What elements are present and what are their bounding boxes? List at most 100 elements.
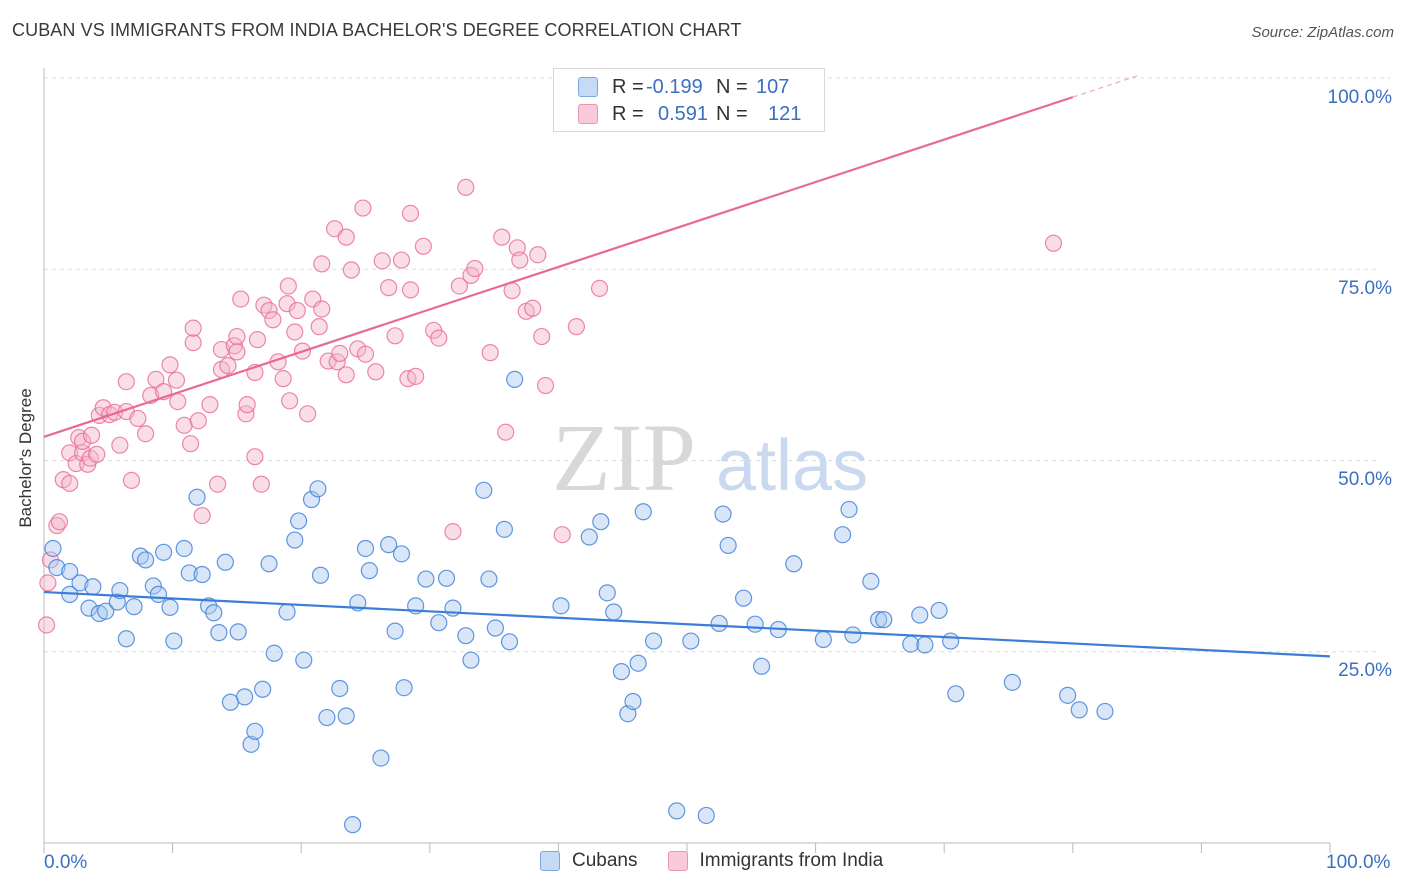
cuban-point <box>612 663 631 681</box>
cuban-point <box>714 505 732 523</box>
cuban-point <box>634 503 652 521</box>
legend-swatch-pink <box>578 104 598 124</box>
cuban-point <box>875 611 893 629</box>
cuban-point <box>500 633 519 651</box>
correlation-legend: R = -0.199 N = 107 R = 0.591 N = 121 <box>553 68 825 132</box>
cuban-point <box>311 566 330 584</box>
india-point <box>392 251 411 269</box>
india-point <box>313 255 331 273</box>
india-point <box>553 526 571 544</box>
legend-n-value: 107 <box>756 75 790 98</box>
cuban-point <box>295 651 313 669</box>
cuban-point <box>175 539 193 558</box>
india-point <box>88 445 106 463</box>
india-point <box>497 423 515 441</box>
india-point <box>299 405 317 423</box>
india-point <box>310 318 328 336</box>
india-point <box>342 261 360 279</box>
series-legend: Cubans Immigrants from India <box>540 850 913 872</box>
india-point <box>147 370 165 389</box>
india-point <box>337 228 355 246</box>
cuban-point <box>506 370 524 389</box>
cuban-point <box>746 615 764 633</box>
india-point <box>356 345 375 363</box>
x-tick-label-max: 100.0% <box>1326 852 1391 873</box>
india-point <box>536 376 555 395</box>
watermark: ZIP atlas <box>552 404 868 511</box>
india-point <box>444 523 462 541</box>
cuban-point <box>870 611 888 629</box>
cuban-point <box>862 572 880 590</box>
cuban-point <box>286 531 304 549</box>
india-point <box>228 327 246 346</box>
cuban-point <box>242 735 260 753</box>
india-point <box>201 396 219 414</box>
cuban-point <box>752 657 771 675</box>
cuban-point <box>624 692 642 711</box>
cuban-point <box>254 680 272 698</box>
series-india-points <box>37 178 1063 634</box>
india-point <box>278 295 296 313</box>
cuban-point <box>834 526 852 544</box>
cuban-point <box>734 589 753 607</box>
cuban-point <box>930 601 948 620</box>
cuban-point <box>682 632 700 650</box>
series-cuban-points <box>44 370 1114 834</box>
india-point <box>232 290 250 308</box>
cuban-point <box>71 574 89 592</box>
cuban-point <box>360 562 378 580</box>
india-point <box>260 301 278 320</box>
cuban-point <box>380 536 398 554</box>
india-point <box>50 513 69 531</box>
cuban-point <box>331 679 349 698</box>
cuban-point <box>372 749 390 767</box>
cuban-point <box>480 570 498 588</box>
india-point <box>82 426 101 444</box>
cuban-point <box>668 802 686 820</box>
legend-row-india: R = 0.591 N = 121 <box>578 101 801 127</box>
cuban-point <box>229 623 247 641</box>
cuban-point <box>486 619 504 637</box>
cuban-point <box>278 603 296 621</box>
legend-label-india: Immigrants from India <box>699 850 884 871</box>
cuban-point <box>309 480 327 498</box>
india-point <box>386 327 404 345</box>
india-point <box>313 300 331 318</box>
india-point <box>354 199 372 217</box>
india-point <box>136 425 155 443</box>
india-point <box>209 475 227 493</box>
cuban-point <box>462 651 480 669</box>
india-point <box>169 392 187 411</box>
cuban-point <box>97 602 115 620</box>
cuban-point <box>386 622 404 640</box>
legend-swatch-blue <box>540 851 560 871</box>
cuban-point <box>84 578 102 596</box>
india-point <box>117 373 135 391</box>
india-point <box>331 344 349 362</box>
cuban-point <box>117 630 135 648</box>
cuban-point <box>1096 702 1114 721</box>
india-point <box>219 357 237 375</box>
india-point <box>414 237 432 255</box>
india-point <box>248 331 267 349</box>
india-point <box>533 327 551 346</box>
india-point <box>228 343 246 361</box>
legend-r-label: R = <box>612 75 644 98</box>
india-point <box>367 363 385 381</box>
chart-title: CUBAN VS IMMIGRANTS FROM INDIA BACHELOR'… <box>12 20 742 40</box>
india-point <box>430 329 448 347</box>
cuban-point <box>1059 686 1077 704</box>
y-tick-label-75: 75.0% <box>1338 278 1392 299</box>
cuban-point <box>161 598 179 616</box>
india-point <box>161 356 179 374</box>
cuban-point <box>697 806 715 825</box>
india-point <box>373 252 391 270</box>
cuban-point <box>344 816 362 834</box>
cuban-point <box>302 490 321 509</box>
india-point <box>493 228 511 246</box>
cuban-point <box>111 581 129 600</box>
india-point <box>252 475 270 493</box>
cuban-point <box>629 654 647 672</box>
cuban-point <box>44 539 62 558</box>
legend-item-india: Immigrants from India <box>667 850 884 872</box>
